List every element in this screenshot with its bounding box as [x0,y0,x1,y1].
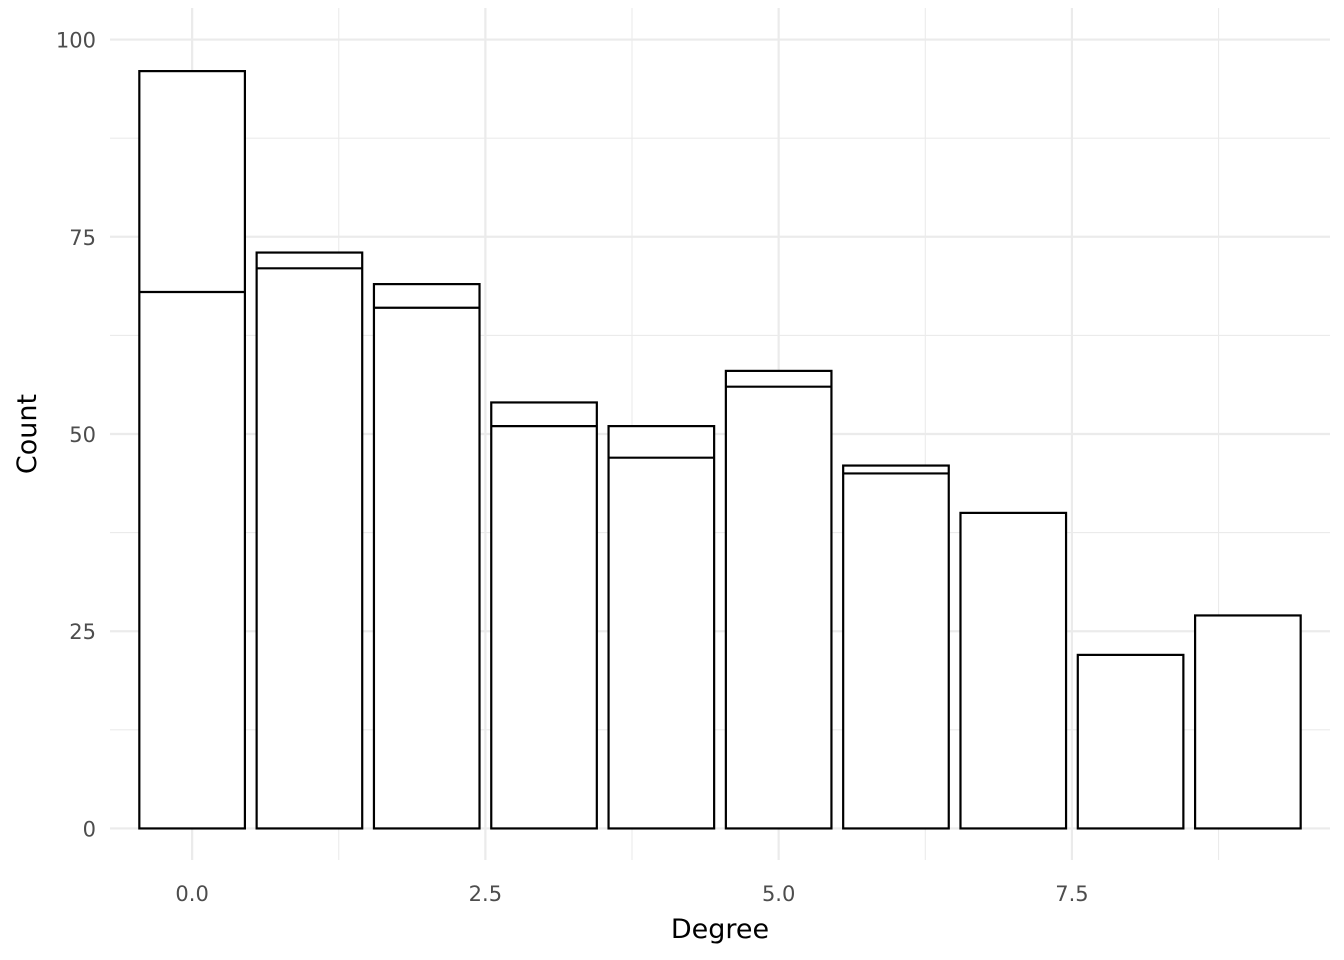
bar [1193,614,1302,830]
bar [724,369,833,830]
bar [138,70,247,830]
bar [372,283,481,830]
bar [1076,653,1185,830]
tick-labels: 0 25 50 75 100 0.0 2.5 5.0 7.5 [56,29,1089,906]
x-tick-label: 2.5 [469,882,502,906]
bar [490,401,598,830]
x-tick-label: 7.5 [1055,882,1088,906]
x-tick-label: 0.0 [175,882,208,906]
bar [842,464,950,830]
y-tick-label: 50 [69,423,96,447]
y-tick-label: 75 [69,226,96,250]
bar [607,425,716,830]
bar [959,511,1068,830]
y-tick-label: 25 [69,620,96,644]
x-axis-title: Degree [671,914,769,945]
x-tick-label: 5.0 [762,882,795,906]
y-axis-title: Count [12,394,43,474]
y-tick-label: 100 [56,29,96,53]
bar [255,251,364,830]
bars [138,70,1302,830]
y-tick-label: 0 [83,817,96,841]
